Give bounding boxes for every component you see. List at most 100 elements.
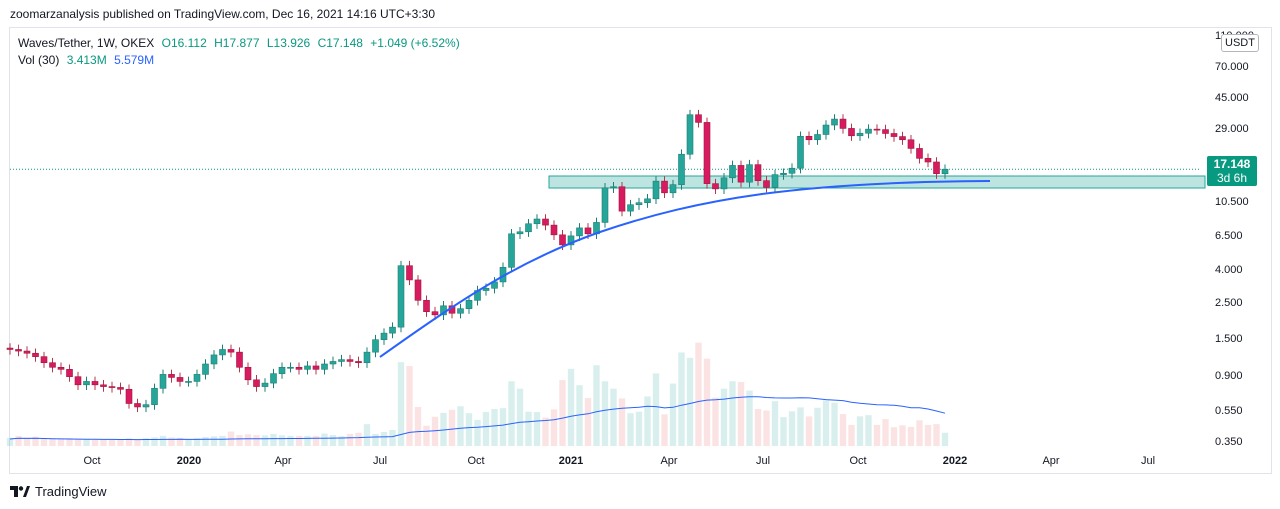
candle: [890, 128, 898, 142]
volume-bar: [125, 438, 133, 446]
vol-label[interactable]: Vol (30): [18, 53, 60, 67]
y-tick-label: 0.900: [1215, 370, 1243, 382]
candle-body: [278, 366, 286, 374]
candle-body: [542, 218, 549, 226]
volume-bar: [797, 407, 804, 446]
legend-high: H17.877: [214, 36, 260, 50]
candle: [933, 157, 940, 179]
candle: [797, 131, 804, 174]
candle-body: [873, 128, 881, 131]
candle-body: [23, 350, 31, 354]
legend-symbol[interactable]: Waves/Tether, 1W, OKEX: [18, 36, 155, 50]
volume-bar: [202, 437, 209, 446]
candle: [754, 159, 762, 186]
candle: [125, 384, 133, 409]
tradingview-logo[interactable]: TradingView: [10, 484, 107, 499]
candle: [270, 368, 277, 389]
last-price-tag: 17.148 3d 6h: [1207, 156, 1257, 186]
x-tick-label: Apr: [274, 455, 291, 467]
volume-bar: [193, 438, 201, 446]
volume-bar: [23, 437, 31, 446]
volume-bar: [737, 382, 745, 446]
candle: [49, 357, 56, 373]
candle: [32, 348, 39, 362]
volume-bar: [491, 408, 498, 446]
currency-button[interactable]: USDT: [1221, 34, 1259, 52]
x-tick-label: Apr: [660, 455, 677, 467]
volume-bar: [355, 432, 362, 446]
candle: [856, 128, 864, 141]
volume-bar: [644, 396, 651, 446]
candle-body: [304, 365, 311, 370]
candle-body: [584, 227, 592, 235]
candle-body: [15, 349, 22, 352]
candle: [814, 129, 821, 145]
candle: [627, 199, 634, 217]
candle-body: [856, 132, 864, 137]
candle-body: [567, 235, 575, 246]
volume-bar: [40, 438, 48, 446]
candle-body: [907, 139, 915, 149]
volume-bar: [916, 420, 923, 446]
candle: [219, 344, 226, 361]
volume-bar: [754, 408, 762, 446]
candle-body: [882, 129, 889, 134]
volume-bar: [185, 438, 192, 446]
volume-bar: [363, 424, 371, 446]
candle-body: [686, 114, 694, 155]
x-tick-label: Oct: [467, 455, 484, 467]
candle: [312, 361, 320, 375]
volume-bar: [108, 439, 116, 446]
candle-body: [142, 404, 150, 408]
candle: [848, 123, 855, 141]
candle: [278, 362, 286, 379]
candle: [882, 124, 889, 139]
candle: [57, 362, 65, 375]
candle: [533, 214, 541, 229]
candle-body: [720, 177, 728, 190]
x-tick-label: 2021: [559, 455, 583, 467]
candle: [457, 303, 464, 319]
candle: [763, 175, 770, 193]
candles-layer: [6, 109, 949, 413]
candle: [244, 362, 252, 385]
candle-body: [312, 365, 320, 370]
volume-bar: [312, 435, 320, 446]
candle-body: [91, 381, 99, 386]
x-tick-label: 2022: [943, 455, 967, 467]
candle-body: [729, 165, 736, 179]
published-caption: zoomarzanalysis published on TradingView…: [10, 7, 436, 21]
candle-body: [100, 384, 107, 387]
candle-body: [516, 231, 524, 235]
candle-body: [805, 135, 813, 141]
volume-bar: [66, 438, 73, 446]
volume-bar: [15, 435, 22, 446]
volume-bar: [788, 411, 796, 446]
volume-bar: [899, 425, 906, 446]
volume-bar: [525, 411, 532, 446]
candle: [686, 109, 694, 160]
volume-bar: [482, 412, 490, 446]
candle: [899, 131, 906, 145]
volume-bar: [380, 431, 388, 446]
candle: [508, 229, 515, 273]
y-tick-label: 45.000: [1215, 92, 1249, 104]
volume-bar: [304, 435, 311, 446]
volume-bar: [474, 419, 481, 446]
volume-bar: [805, 416, 813, 446]
volume-bar: [329, 435, 337, 446]
y-axis: 110.00070.00045.00029.00010.5006.5004.00…: [1215, 30, 1254, 448]
candle: [737, 160, 745, 188]
candle: [295, 362, 303, 375]
candle-body: [372, 339, 379, 353]
volume-bar: [720, 388, 728, 446]
candle-body: [397, 265, 405, 328]
volume-bar: [567, 368, 575, 446]
volume-bar: [746, 390, 753, 446]
candle-body: [797, 135, 804, 169]
candle-body: [168, 374, 175, 378]
candle: [159, 369, 167, 394]
candle-body: [321, 363, 328, 370]
volume-bar: [873, 424, 881, 446]
